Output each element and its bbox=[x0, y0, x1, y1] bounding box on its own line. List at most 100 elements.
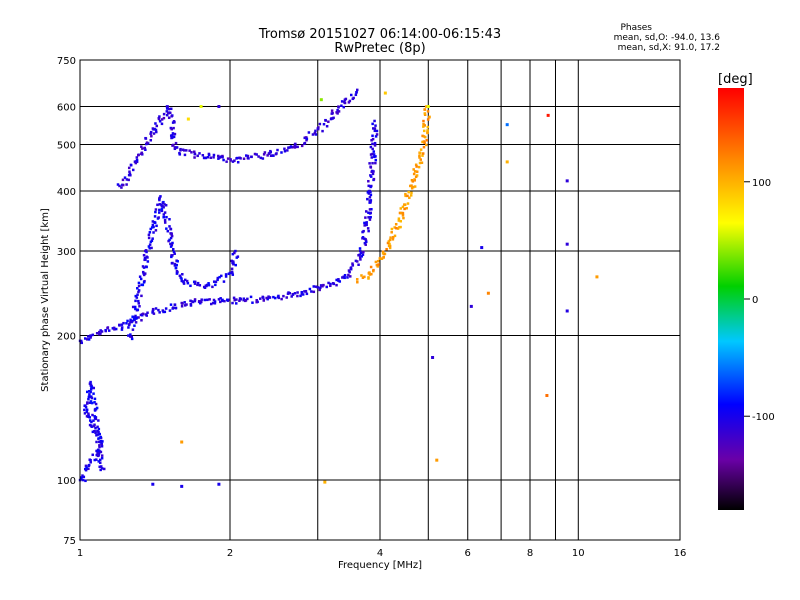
echo-dot bbox=[89, 336, 92, 339]
echo-dot bbox=[368, 196, 372, 199]
echo-dot bbox=[131, 328, 135, 331]
echo-dot bbox=[303, 290, 306, 293]
echo-dot bbox=[336, 108, 339, 112]
plot-frame bbox=[79, 59, 681, 541]
echo-dot bbox=[173, 132, 177, 136]
echo-dot bbox=[181, 148, 185, 151]
echo-dot bbox=[167, 116, 171, 120]
echo-dot bbox=[140, 145, 143, 148]
echo-dot bbox=[134, 294, 137, 298]
echo-dot bbox=[97, 427, 101, 431]
echo-dot bbox=[125, 183, 128, 186]
echo-dot bbox=[111, 327, 115, 330]
echo-dot bbox=[90, 395, 93, 398]
echo-dot bbox=[247, 157, 250, 160]
echo-dot bbox=[420, 161, 423, 164]
echo-dot bbox=[413, 178, 416, 181]
echo-dot bbox=[178, 274, 182, 278]
echo-dot bbox=[158, 196, 161, 200]
echo-dot bbox=[229, 159, 232, 162]
scatter-point bbox=[180, 440, 184, 444]
echo-vertex bbox=[143, 256, 147, 260]
echo-dot bbox=[168, 218, 171, 221]
echo-vertex bbox=[367, 189, 371, 193]
echo-dot bbox=[190, 151, 193, 154]
echo-dot bbox=[230, 267, 234, 271]
echo-dot bbox=[273, 296, 277, 300]
echo-dot bbox=[95, 332, 99, 335]
echo-vertex bbox=[293, 143, 297, 146]
echo-dot bbox=[250, 155, 253, 159]
x-axis-ticks: 1 2 4 6 8 10 16 bbox=[77, 548, 687, 559]
echo-dot bbox=[388, 238, 392, 242]
echo-dot bbox=[169, 303, 173, 306]
x-tick-label: 4 bbox=[377, 548, 383, 559]
echo-dot bbox=[332, 282, 335, 285]
echo-dot bbox=[198, 284, 202, 287]
echo-dot bbox=[87, 414, 90, 417]
echo-dot bbox=[423, 112, 427, 115]
echo-dot bbox=[287, 146, 290, 149]
echo-vertex bbox=[151, 223, 155, 227]
echo-dot bbox=[397, 219, 401, 222]
echo-dot bbox=[133, 324, 136, 327]
echo-dot bbox=[99, 465, 103, 468]
echo-dot bbox=[212, 153, 216, 157]
echo-dot bbox=[371, 127, 375, 130]
echo-dot bbox=[287, 291, 290, 294]
echo-dot bbox=[337, 105, 340, 108]
echo-dot bbox=[415, 174, 419, 177]
echo-dot bbox=[408, 196, 411, 200]
echo-dot bbox=[426, 118, 430, 121]
echo-vertex bbox=[118, 324, 121, 327]
echo-dot bbox=[120, 323, 124, 326]
echo-dot bbox=[352, 96, 355, 100]
echo-dot bbox=[372, 150, 376, 153]
echo-dot bbox=[138, 305, 141, 308]
echo-dot bbox=[329, 117, 333, 121]
echo-dot bbox=[93, 401, 96, 404]
echo-dot bbox=[144, 148, 147, 151]
scatter-point bbox=[595, 275, 599, 279]
echo-dot bbox=[189, 304, 193, 307]
echo-dot bbox=[426, 125, 430, 129]
echo-dot bbox=[100, 467, 104, 470]
echo-dot bbox=[96, 451, 99, 455]
echo-dot bbox=[140, 151, 144, 155]
echo-vertex bbox=[268, 151, 271, 155]
echo-dot bbox=[87, 397, 90, 401]
echo-dot bbox=[303, 141, 307, 145]
echo-dot bbox=[206, 155, 210, 159]
echo-dot bbox=[280, 151, 283, 154]
echo-dot bbox=[106, 326, 110, 329]
echo-trace bbox=[127, 195, 240, 341]
echo-dot bbox=[93, 415, 96, 418]
echo-dot bbox=[372, 268, 375, 272]
scatter-point bbox=[431, 355, 435, 359]
echo-dot bbox=[207, 282, 210, 285]
echo-dot bbox=[369, 166, 373, 169]
echo-dot bbox=[193, 298, 197, 301]
echo-dot bbox=[305, 292, 309, 296]
echo-dot bbox=[310, 290, 313, 293]
echo-dot bbox=[131, 315, 134, 319]
echo-dot bbox=[157, 308, 160, 312]
echo-dot bbox=[82, 475, 86, 479]
echo-dot bbox=[87, 338, 91, 341]
echo-dot bbox=[90, 385, 93, 389]
scatter-point bbox=[565, 242, 569, 246]
echo-dot bbox=[242, 157, 246, 160]
echo-dot bbox=[87, 395, 91, 399]
echo-dot bbox=[364, 243, 367, 246]
echo-dot bbox=[93, 397, 97, 401]
echo-dot bbox=[173, 252, 176, 255]
echo-dot bbox=[305, 137, 309, 141]
x-tick-label: 6 bbox=[465, 548, 471, 559]
echo-vertex bbox=[99, 440, 102, 444]
echo-dot bbox=[212, 298, 216, 302]
echo-dot bbox=[93, 429, 96, 433]
echo-dot bbox=[129, 320, 132, 324]
echo-dot bbox=[169, 134, 173, 137]
echo-dot bbox=[100, 454, 104, 457]
echo-dot bbox=[164, 307, 168, 310]
